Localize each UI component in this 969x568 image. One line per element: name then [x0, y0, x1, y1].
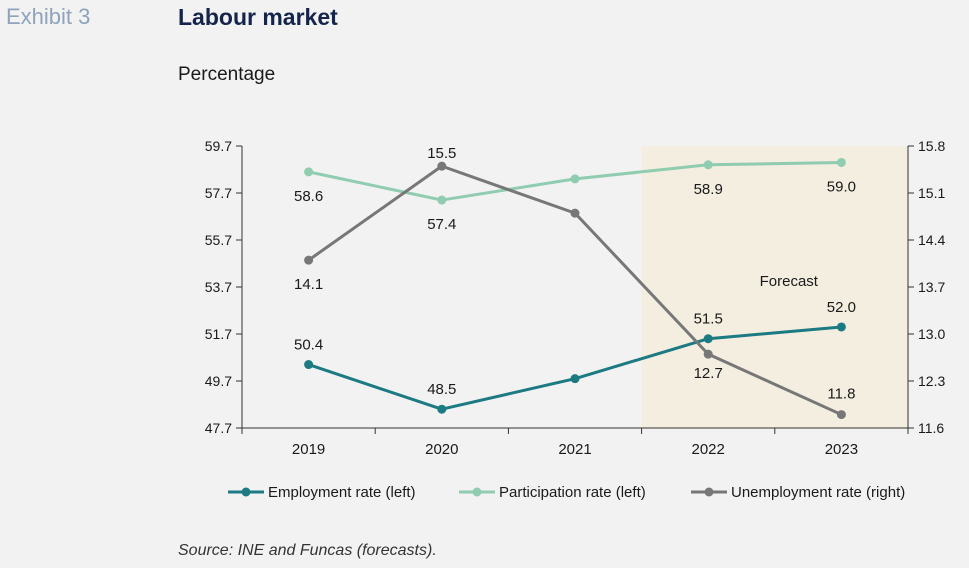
left-tick-label: 49.7 [205, 373, 232, 389]
left-tick-label: 57.7 [205, 185, 232, 201]
right-tick-label: 13.7 [918, 279, 945, 295]
x-tick-label: 2021 [558, 441, 591, 458]
data-point [570, 174, 580, 184]
right-tick-label: 13.0 [918, 326, 945, 342]
data-point [836, 157, 846, 167]
x-tick-label: 2020 [425, 441, 458, 458]
left-tick-label: 51.7 [205, 326, 232, 342]
data-point [570, 374, 580, 384]
right-tick-label: 15.8 [918, 138, 945, 154]
data-label: 15.5 [427, 145, 456, 162]
x-tick-label: 2022 [692, 441, 725, 458]
data-point [836, 410, 846, 420]
legend-marker [241, 487, 251, 497]
chart-title: Labour market [178, 4, 338, 30]
right-tick-label: 11.6 [918, 420, 944, 436]
data-label: 51.5 [694, 311, 723, 328]
data-label: 59.0 [827, 178, 856, 195]
data-label: 14.1 [294, 276, 323, 293]
forecast-band [641, 146, 908, 428]
data-label: 58.6 [294, 188, 323, 205]
data-point [703, 349, 713, 359]
right-tick-label: 15.1 [918, 185, 945, 201]
data-point [304, 255, 314, 265]
data-label: 50.4 [294, 337, 323, 354]
data-label: 57.4 [427, 216, 456, 233]
data-point [703, 334, 713, 344]
legend-label: Employment rate (left) [268, 484, 416, 501]
data-point [570, 208, 580, 218]
data-point [304, 167, 314, 177]
right-tick-label: 12.3 [918, 373, 945, 389]
data-point [437, 195, 447, 205]
data-point [703, 160, 713, 170]
left-tick-label: 47.7 [205, 420, 232, 436]
legend-marker [704, 487, 714, 497]
chart-subtitle: Percentage [178, 64, 276, 85]
left-tick-label: 53.7 [205, 279, 232, 295]
left-tick-label: 59.7 [205, 138, 232, 154]
source-note: Source: INE and Funcas (forecasts). [178, 542, 437, 559]
data-label: 11.8 [827, 386, 855, 403]
data-point [437, 404, 447, 414]
forecast-label: Forecast [760, 273, 819, 290]
left-tick-label: 55.7 [205, 232, 232, 248]
data-point [836, 322, 846, 332]
exhibit-label: Exhibit 3 [6, 4, 91, 29]
data-label: 52.0 [827, 299, 856, 316]
data-label: 48.5 [427, 381, 456, 398]
x-tick-label: 2019 [292, 441, 325, 458]
legend-label: Participation rate (left) [499, 484, 646, 501]
legend-marker [472, 487, 482, 497]
legend-label: Unemployment rate (right) [731, 484, 905, 501]
data-point [304, 360, 314, 370]
data-label: 58.9 [694, 181, 723, 198]
right-tick-label: 14.4 [918, 232, 945, 248]
data-label: 12.7 [694, 365, 723, 382]
x-tick-label: 2023 [825, 441, 858, 458]
data-point [437, 161, 447, 171]
